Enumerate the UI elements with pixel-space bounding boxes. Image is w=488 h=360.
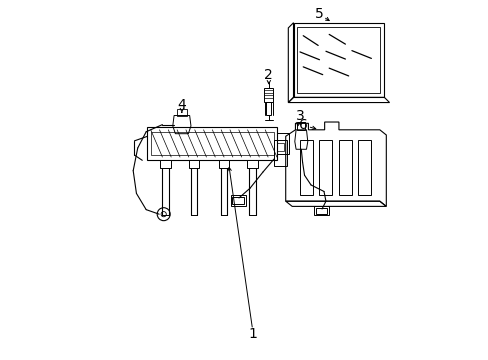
Text: 2: 2 xyxy=(264,68,273,82)
Bar xyxy=(297,122,305,130)
Bar xyxy=(358,140,370,195)
Bar xyxy=(160,160,170,168)
Bar xyxy=(176,109,187,116)
Bar xyxy=(297,27,380,94)
Text: 1: 1 xyxy=(248,327,257,341)
Bar xyxy=(299,140,312,195)
Bar xyxy=(147,127,277,160)
Text: 6: 6 xyxy=(298,118,307,132)
Bar xyxy=(232,197,244,204)
Bar xyxy=(265,102,271,115)
Text: 5: 5 xyxy=(314,7,323,21)
Bar xyxy=(230,195,245,206)
Text: 4: 4 xyxy=(177,98,186,112)
Bar xyxy=(277,133,288,154)
Bar xyxy=(247,160,257,168)
Text: 3: 3 xyxy=(295,108,304,122)
Bar xyxy=(293,23,384,97)
Bar xyxy=(219,160,229,168)
Bar xyxy=(315,208,326,214)
Bar xyxy=(264,87,273,102)
Bar xyxy=(189,160,199,168)
Bar xyxy=(319,140,332,195)
Bar xyxy=(273,140,286,166)
Bar xyxy=(276,143,284,150)
Bar xyxy=(338,140,351,195)
Bar xyxy=(150,132,273,155)
Bar xyxy=(314,206,328,216)
